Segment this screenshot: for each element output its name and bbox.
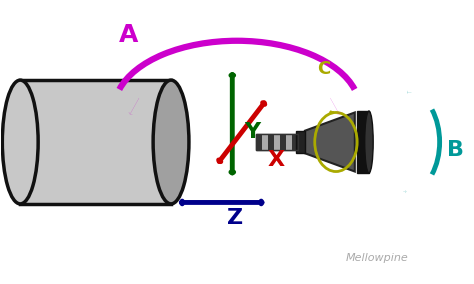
Text: Z: Z (227, 208, 243, 228)
Bar (256, 134, 298, 150)
Bar (262, 134, 268, 150)
Bar (296, 131, 305, 153)
Ellipse shape (365, 111, 373, 173)
Bar (20, 80, 171, 204)
Bar (268, 134, 274, 150)
Bar (274, 134, 280, 150)
Bar (357, 111, 369, 173)
Text: C: C (318, 60, 331, 78)
Bar (256, 134, 298, 150)
Text: Y: Y (244, 122, 260, 142)
Polygon shape (305, 112, 355, 172)
Bar (292, 134, 298, 150)
Text: X: X (268, 150, 285, 170)
Text: A: A (119, 23, 138, 47)
Text: B: B (447, 140, 464, 160)
Bar (256, 134, 262, 150)
Ellipse shape (2, 80, 38, 204)
Ellipse shape (153, 80, 189, 204)
Bar (280, 134, 286, 150)
Text: Mellowpine: Mellowpine (346, 253, 408, 263)
Bar (286, 134, 292, 150)
